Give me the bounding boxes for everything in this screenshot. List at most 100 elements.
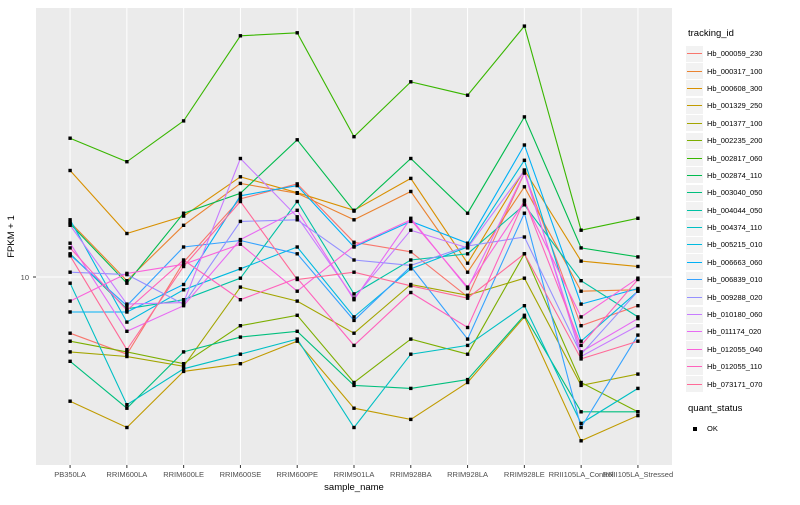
- data-point-marker: [522, 276, 527, 280]
- data-point-marker: [522, 185, 527, 189]
- legend-item-Hb_004374_110: Hb_004374_110: [686, 219, 798, 236]
- data-point-marker: [68, 168, 72, 173]
- data-point-marker: [295, 313, 299, 317]
- legend-key-line-icon: [686, 132, 703, 149]
- data-point-marker: [295, 252, 299, 256]
- data-point-marker: [465, 380, 470, 385]
- legend-item-label: Hb_003040_050: [707, 188, 763, 198]
- data-point-marker: [125, 279, 129, 283]
- data-point-marker: [465, 270, 470, 274]
- legend-item-Hb_000608_300: Hb_000608_300: [686, 80, 798, 97]
- legend-key-line-icon: [686, 167, 703, 184]
- data-point-marker: [238, 237, 243, 242]
- data-point-marker: [409, 386, 413, 391]
- data-point-marker: [295, 208, 299, 212]
- legend-key-line-icon: [686, 376, 703, 393]
- data-point-marker: [238, 219, 243, 224]
- data-point-marker: [125, 403, 129, 407]
- data-point-marker: [295, 199, 299, 204]
- data-point-marker: [579, 302, 583, 306]
- x-tick-label: RRII105LA_Control: [549, 470, 614, 479]
- data-point-marker: [409, 156, 413, 161]
- data-point-marker: [68, 254, 72, 258]
- data-point-marker: [409, 290, 413, 295]
- data-point-marker: [352, 270, 356, 274]
- data-point-marker: [295, 339, 299, 343]
- legend-item-Hb_000059_230: Hb_000059_230: [686, 45, 798, 62]
- quant-status-item-OK: OK: [686, 420, 798, 437]
- legend-item-label: Hb_001377_100: [707, 118, 763, 128]
- data-point-marker: [465, 296, 470, 300]
- data-point-marker: [238, 191, 243, 195]
- data-point-marker: [295, 138, 299, 142]
- data-point-marker: [522, 252, 527, 256]
- data-point-marker: [522, 168, 527, 173]
- data-point-marker: [522, 203, 527, 207]
- data-point-marker: [295, 31, 299, 35]
- legend: tracking_id Hb_000059_230 Hb_000317_100 Hb…: [686, 28, 798, 437]
- data-point-marker: [352, 135, 356, 139]
- quant-status-square-icon: [686, 421, 703, 437]
- data-point-marker: [181, 304, 186, 308]
- data-point-marker: [181, 367, 186, 371]
- data-point-marker: [238, 362, 243, 366]
- data-point-marker: [352, 258, 356, 262]
- x-tick-label: RRIM600SE: [220, 470, 262, 479]
- data-point-marker: [295, 245, 299, 249]
- y-axis-title: FPKM + 1: [6, 215, 17, 258]
- data-point-marker: [579, 343, 583, 348]
- legend-item-Hb_005215_010: Hb_005215_010: [686, 236, 798, 253]
- data-point-marker: [636, 255, 640, 259]
- data-point-marker: [181, 362, 186, 366]
- data-point-marker: [352, 425, 356, 430]
- data-point-marker: [238, 298, 243, 302]
- x-tick-label: RRII105LA_Stressed: [603, 470, 673, 479]
- data-point-marker: [352, 240, 356, 244]
- data-point-marker: [181, 262, 186, 266]
- legend-key-line-icon: [686, 63, 703, 80]
- data-point-marker: [352, 218, 356, 222]
- legend-item-Hb_002817_060: Hb_002817_060: [686, 149, 798, 167]
- data-point-marker: [579, 421, 583, 426]
- data-point-marker: [295, 337, 299, 341]
- data-point-marker: [68, 399, 72, 403]
- data-point-marker: [409, 250, 413, 254]
- legend-key-line-icon: [686, 150, 703, 167]
- data-point-marker: [465, 343, 470, 348]
- data-point-marker: [579, 315, 583, 319]
- data-point-marker: [409, 228, 413, 232]
- data-point-marker: [238, 352, 243, 356]
- data-point-marker: [579, 324, 583, 328]
- data-point-marker: [295, 218, 299, 222]
- legend-item-label: Hb_002817_060: [707, 153, 763, 163]
- data-point-marker: [636, 277, 640, 282]
- legend-item-label: Hb_073171_070: [707, 379, 763, 389]
- data-point-marker: [68, 299, 72, 303]
- legend-key-line-icon: [686, 97, 703, 114]
- legend-item-label: Hb_004374_110: [707, 223, 762, 233]
- data-point-marker: [125, 352, 129, 356]
- legend-item-Hb_009288_020: Hb_009288_020: [686, 288, 798, 306]
- data-point-marker: [579, 259, 583, 263]
- data-point-marker: [465, 246, 470, 250]
- data-point-marker: [68, 359, 72, 363]
- legend-key-line-icon: [686, 184, 703, 201]
- data-point-marker: [579, 352, 583, 356]
- data-point-marker: [295, 277, 299, 282]
- data-point-marker: [125, 425, 129, 430]
- x-tick-label: RRIM901LA: [334, 470, 375, 479]
- data-point-marker: [409, 176, 413, 181]
- data-point-marker: [522, 143, 527, 147]
- data-point-marker: [181, 214, 186, 218]
- data-point-marker: [125, 281, 129, 285]
- data-point-marker: [409, 218, 413, 222]
- data-point-marker: [579, 354, 583, 359]
- data-point-marker: [125, 329, 129, 333]
- legend-key-line-icon: [686, 289, 703, 306]
- legend-item-Hb_000317_100: Hb_000317_100: [686, 62, 798, 80]
- data-point-marker: [238, 181, 243, 186]
- legend-key-line-icon: [686, 254, 703, 271]
- data-point-marker: [465, 285, 470, 289]
- data-point-marker: [181, 223, 186, 227]
